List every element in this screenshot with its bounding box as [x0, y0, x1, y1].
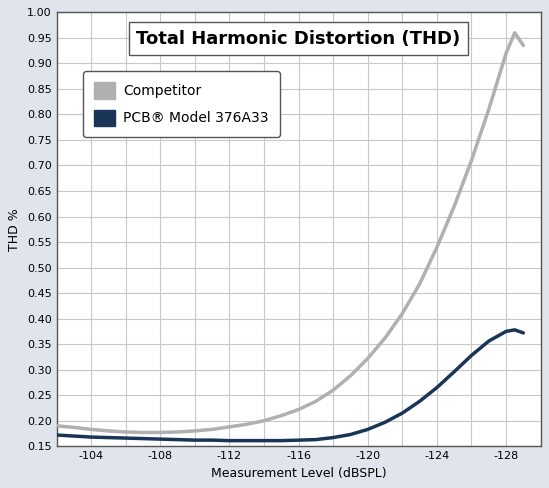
PCB® Model 376A33	[512, 327, 518, 333]
Competitor	[512, 30, 518, 36]
Y-axis label: THD %: THD %	[8, 208, 21, 251]
PCB® Model 376A33	[451, 369, 457, 375]
Competitor	[520, 42, 526, 48]
Competitor	[434, 244, 440, 250]
PCB® Model 376A33	[226, 438, 233, 444]
PCB® Model 376A33	[53, 432, 60, 438]
PCB® Model 376A33	[139, 436, 146, 442]
Competitor	[416, 281, 423, 287]
PCB® Model 376A33	[503, 328, 509, 334]
PCB® Model 376A33	[434, 385, 440, 390]
PCB® Model 376A33	[330, 435, 337, 441]
Text: Total Harmonic Distortion (THD): Total Harmonic Distortion (THD)	[137, 30, 461, 48]
Competitor	[243, 421, 250, 427]
Competitor	[174, 429, 181, 435]
Competitor	[485, 106, 492, 112]
Competitor	[157, 429, 164, 435]
Competitor	[53, 423, 60, 429]
Competitor	[312, 398, 319, 404]
PCB® Model 376A33	[192, 437, 198, 443]
Line: Competitor: Competitor	[57, 33, 523, 432]
PCB® Model 376A33	[243, 438, 250, 444]
Competitor	[295, 407, 302, 412]
PCB® Model 376A33	[295, 437, 302, 443]
PCB® Model 376A33	[174, 437, 181, 443]
PCB® Model 376A33	[312, 437, 319, 443]
Competitor	[278, 413, 284, 419]
Line: PCB® Model 376A33: PCB® Model 376A33	[57, 330, 523, 441]
Competitor	[451, 203, 457, 209]
Competitor	[468, 158, 475, 163]
PCB® Model 376A33	[468, 352, 475, 358]
Legend: Competitor, PCB® Model 376A33: Competitor, PCB® Model 376A33	[83, 71, 279, 137]
Competitor	[88, 427, 94, 432]
X-axis label: Measurement Level (dBSPL): Measurement Level (dBSPL)	[211, 467, 386, 480]
Competitor	[399, 310, 406, 316]
Competitor	[261, 418, 267, 424]
Competitor	[503, 50, 509, 56]
PCB® Model 376A33	[209, 437, 215, 443]
PCB® Model 376A33	[261, 438, 267, 444]
Competitor	[382, 335, 388, 341]
PCB® Model 376A33	[278, 438, 284, 444]
PCB® Model 376A33	[122, 435, 129, 441]
PCB® Model 376A33	[382, 419, 388, 425]
PCB® Model 376A33	[365, 427, 371, 432]
Competitor	[192, 428, 198, 434]
Competitor	[122, 429, 129, 435]
PCB® Model 376A33	[157, 436, 164, 442]
Competitor	[70, 425, 77, 430]
PCB® Model 376A33	[105, 435, 111, 441]
PCB® Model 376A33	[70, 433, 77, 439]
Competitor	[365, 356, 371, 362]
Competitor	[105, 428, 111, 434]
Competitor	[209, 427, 215, 432]
PCB® Model 376A33	[399, 410, 406, 416]
PCB® Model 376A33	[347, 431, 354, 437]
Competitor	[330, 387, 337, 393]
PCB® Model 376A33	[88, 434, 94, 440]
PCB® Model 376A33	[485, 338, 492, 344]
PCB® Model 376A33	[520, 330, 526, 336]
Competitor	[347, 373, 354, 379]
Competitor	[226, 424, 233, 430]
Competitor	[139, 429, 146, 435]
PCB® Model 376A33	[416, 398, 423, 404]
